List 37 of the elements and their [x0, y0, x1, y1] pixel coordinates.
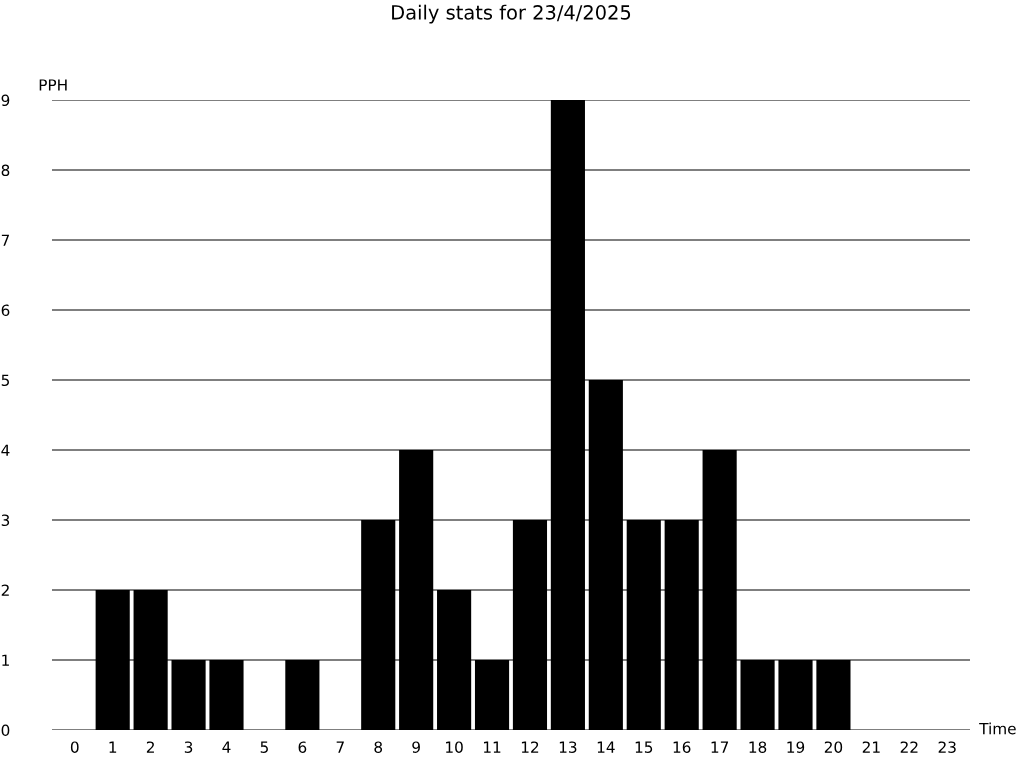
y-tick-label: 7 [1, 234, 10, 246]
y-tick-label: 1 [2, 654, 9, 666]
x-tick-label: 8 [374, 741, 383, 753]
x-tick-label: 21 [862, 741, 880, 753]
y-axis-title: PPH [39, 79, 67, 91]
x-tick-label: 9 [412, 741, 420, 753]
y-tick-label: 8 [1, 164, 10, 177]
x-tick-label: 10 [446, 741, 463, 753]
x-tick-label: 23 [938, 741, 956, 753]
x-tick-label: 3 [184, 741, 193, 753]
x-tick-label: 22 [900, 741, 918, 753]
x-tick-label: 0 [70, 741, 79, 753]
x-tick-label: 2 [146, 741, 154, 753]
x-tick-label: 13 [559, 741, 577, 753]
x-tick-label: 15 [635, 741, 653, 753]
x-axis-title: Time [979, 722, 1016, 735]
x-tick-label: 20 [824, 741, 843, 753]
x-tick-label: 14 [597, 741, 615, 753]
y-tick-label: 4 [1, 444, 10, 456]
x-tick-label: 1 [109, 741, 117, 753]
chart-title: Daily stats for 23/4/2025 [392, 4, 631, 24]
y-tick-label: 5 [1, 374, 9, 387]
x-tick-label: 12 [521, 741, 539, 753]
x-tick-label: 4 [222, 741, 231, 753]
y-tick-label: 6 [1, 304, 10, 317]
x-tick-label: 17 [711, 741, 729, 753]
y-tick-label: 3 [1, 514, 10, 527]
x-tick-label: 18 [749, 741, 767, 753]
x-tick-label: 16 [673, 741, 691, 753]
x-tick-label: 6 [298, 741, 307, 753]
x-tick-label: 7 [336, 741, 344, 753]
x-tick-label: 19 [787, 741, 805, 753]
y-tick-label: 9 [1, 94, 10, 107]
y-tick-label: 2 [1, 584, 9, 596]
x-tick-label: 11 [483, 741, 501, 753]
x-tick-label: 5 [260, 741, 268, 753]
y-tick-label: 0 [1, 724, 10, 737]
